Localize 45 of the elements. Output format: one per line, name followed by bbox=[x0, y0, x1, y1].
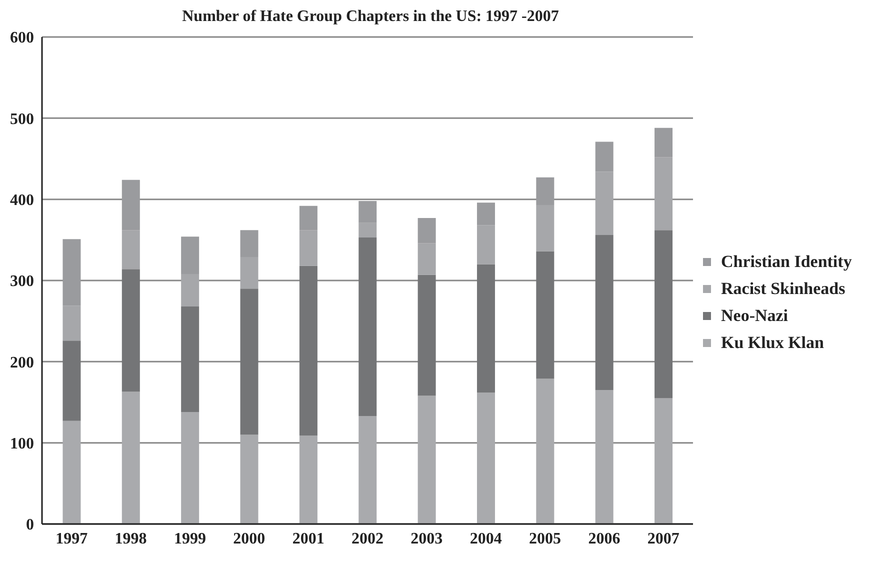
bar bbox=[240, 434, 258, 524]
y-tick-label: 0 bbox=[26, 516, 34, 534]
x-tick-label: 2005 bbox=[529, 530, 562, 548]
bar bbox=[536, 378, 554, 524]
bar bbox=[654, 230, 673, 398]
legend-label: Racist Skinheads bbox=[721, 278, 846, 298]
bar bbox=[122, 269, 140, 392]
legend-label: Christian Identity bbox=[721, 252, 852, 272]
bar bbox=[476, 392, 495, 524]
legend-label: Neo-Nazi bbox=[721, 306, 788, 326]
x-tick-label: 1997 bbox=[56, 530, 88, 548]
bar bbox=[62, 420, 81, 524]
bar bbox=[181, 412, 200, 524]
legend-label: Ku Klux Klan bbox=[721, 332, 824, 352]
bar bbox=[358, 237, 377, 416]
chart-title: Number of Hate Group Chapters in the US: 1997 -2007 bbox=[181, 8, 560, 26]
y-tick-label: 600 bbox=[10, 30, 34, 47]
x-tick-label: 1998 bbox=[114, 530, 147, 548]
bar bbox=[299, 436, 318, 524]
x-tick-label: 2002 bbox=[352, 530, 384, 548]
x-tick-label: 2001 bbox=[292, 530, 324, 548]
bar bbox=[476, 264, 495, 393]
bar bbox=[595, 235, 614, 390]
x-tick-label: 2007 bbox=[647, 530, 680, 548]
bar bbox=[122, 392, 140, 524]
bar bbox=[418, 274, 436, 396]
y-tick-label: 500 bbox=[10, 110, 34, 128]
x-tick-label: 2003 bbox=[410, 530, 443, 548]
x-tick-label: 2004 bbox=[470, 530, 502, 548]
bar bbox=[62, 340, 81, 421]
bar bbox=[595, 390, 614, 524]
y-tick-label: 400 bbox=[10, 192, 34, 210]
bar bbox=[358, 416, 377, 524]
bar bbox=[536, 251, 554, 379]
y-tick-label: 100 bbox=[10, 436, 34, 453]
y-tick-label: 300 bbox=[10, 273, 34, 290]
x-tick-label: 1999 bbox=[174, 530, 206, 548]
bar bbox=[181, 306, 200, 412]
x-tick-label: 2000 bbox=[233, 530, 266, 548]
bar bbox=[654, 398, 673, 524]
bar bbox=[299, 266, 318, 436]
bar bbox=[240, 288, 258, 435]
bar bbox=[418, 396, 436, 524]
x-tick-label: 2006 bbox=[588, 530, 620, 548]
y-tick-label: 200 bbox=[10, 354, 34, 372]
